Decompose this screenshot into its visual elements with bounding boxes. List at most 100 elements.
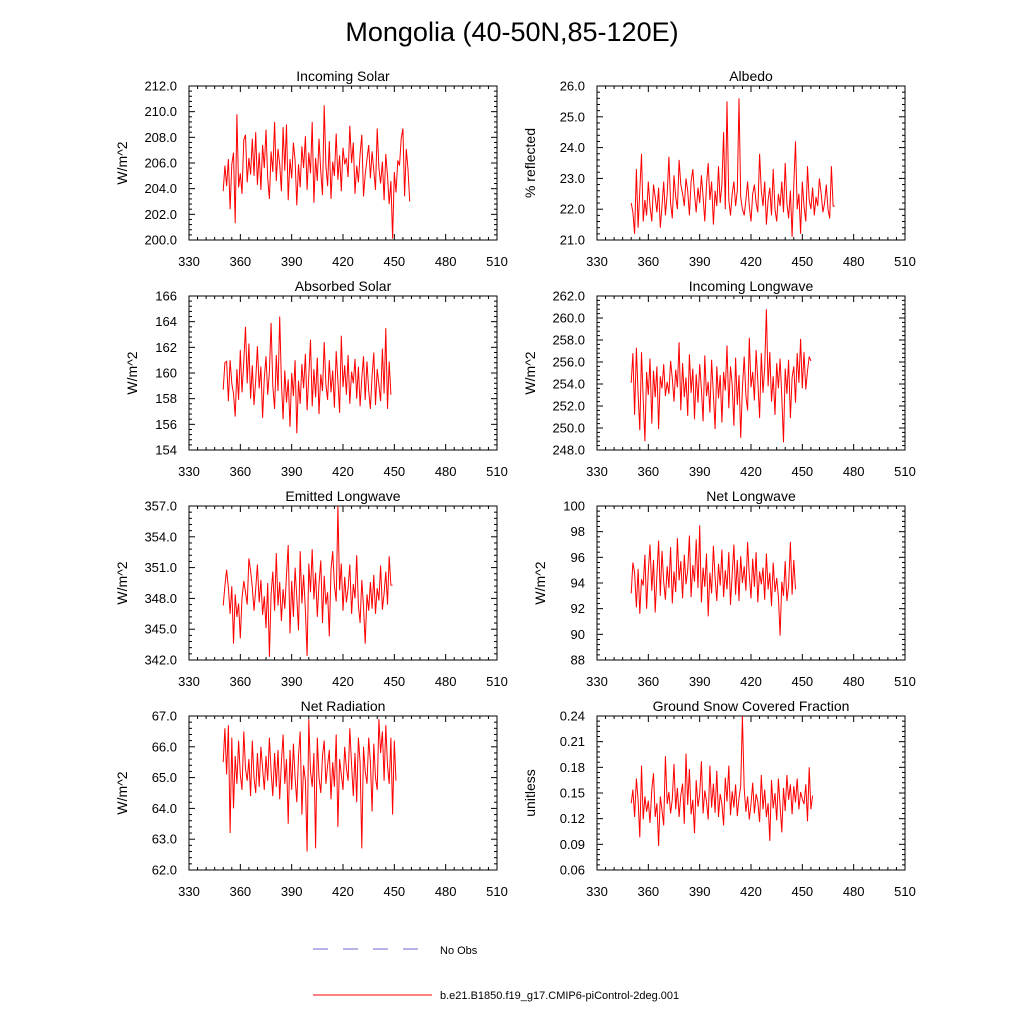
x-tick-label: 510 xyxy=(894,674,916,689)
y-tick-label: 62.0 xyxy=(152,863,177,878)
y-tick-label: 26.0 xyxy=(560,79,585,94)
x-tick-label: 480 xyxy=(843,884,865,899)
y-tick-label: 250.0 xyxy=(552,421,585,436)
x-tick-label: 390 xyxy=(281,674,303,689)
legend: No Obs b.e21.B1850.f19_g17.CMIP6-piContr… xyxy=(313,945,679,1002)
x-tick-label: 510 xyxy=(486,674,508,689)
x-tick-label: 510 xyxy=(486,464,508,479)
x-tick-label: 390 xyxy=(689,884,711,899)
panel-albedo: Albedo 330 360 390 420 450 480 510 21.0 22.0 23.0 2… xyxy=(522,68,916,269)
y-axis-label: % reflected xyxy=(522,128,538,198)
x-tick-label: 390 xyxy=(281,254,303,269)
x-tick-label: 330 xyxy=(586,884,608,899)
y-tick-label: 23.0 xyxy=(560,171,585,186)
x-tick-label: 420 xyxy=(740,674,762,689)
y-tick-label: 262.0 xyxy=(552,289,585,304)
y-tick-label: 21.0 xyxy=(560,233,585,248)
x-tick-label: 450 xyxy=(791,254,813,269)
y-tick-label: 210.0 xyxy=(144,104,177,119)
panel-absorbed-solar: Absorbed Solar 330 360 390 420 450 480 510 154 15… xyxy=(124,278,508,479)
x-tick-label: 360 xyxy=(637,464,659,479)
x-tick-label: 510 xyxy=(894,884,916,899)
x-tick-label: 330 xyxy=(178,884,200,899)
y-tick-label: 212.0 xyxy=(144,79,177,94)
y-tick-label: 156 xyxy=(155,417,177,432)
series-line-model xyxy=(630,715,814,847)
y-tick-label: 22.0 xyxy=(560,202,585,217)
panel-title: Incoming Longwave xyxy=(689,278,814,294)
y-axis-label: W/m^2 xyxy=(114,561,130,604)
y-tick-label: 166 xyxy=(155,289,177,304)
series-line-model xyxy=(630,525,796,636)
x-tick-label: 420 xyxy=(332,674,354,689)
panel-title: Ground Snow Covered Fraction xyxy=(653,698,850,714)
y-tick-label: 348.0 xyxy=(144,591,177,606)
y-tick-label: 64.0 xyxy=(152,801,177,816)
x-tick-label: 330 xyxy=(178,254,200,269)
x-tick-label: 450 xyxy=(791,884,813,899)
y-tick-label: 164 xyxy=(155,314,177,329)
x-tick-label: 450 xyxy=(383,464,405,479)
x-tick-label: 330 xyxy=(178,674,200,689)
y-tick-label: 98 xyxy=(571,524,585,539)
y-axis-label: unitless xyxy=(522,769,538,816)
y-tick-label: 258.0 xyxy=(552,333,585,348)
y-tick-label: 154 xyxy=(155,443,177,458)
panel-emitted-longwave: Emitted Longwave 330 360 390 420 450 480 510 342… xyxy=(114,488,508,689)
x-tick-label: 510 xyxy=(486,254,508,269)
x-tick-label: 480 xyxy=(435,884,457,899)
panel-title: Incoming Solar xyxy=(296,68,390,84)
y-tick-label: 92 xyxy=(571,601,585,616)
y-tick-label: 345.0 xyxy=(144,622,177,637)
x-tick-label: 450 xyxy=(791,464,813,479)
x-tick-label: 360 xyxy=(637,674,659,689)
y-tick-label: 0.09 xyxy=(560,837,585,852)
y-tick-label: 208.0 xyxy=(144,130,177,145)
x-tick-label: 450 xyxy=(383,884,405,899)
x-tick-label: 360 xyxy=(637,884,659,899)
y-tick-label: 158 xyxy=(155,391,177,406)
x-tick-label: 360 xyxy=(229,884,251,899)
y-tick-label: 65.0 xyxy=(152,770,177,785)
x-tick-label: 390 xyxy=(281,884,303,899)
y-axis-label: W/m^2 xyxy=(522,351,538,394)
x-tick-label: 450 xyxy=(791,674,813,689)
y-tick-label: 248.0 xyxy=(552,443,585,458)
y-tick-label: 0.24 xyxy=(560,709,585,724)
y-tick-label: 260.0 xyxy=(552,311,585,326)
x-tick-label: 480 xyxy=(843,254,865,269)
x-tick-label: 330 xyxy=(586,674,608,689)
x-tick-label: 420 xyxy=(332,884,354,899)
x-tick-label: 360 xyxy=(637,254,659,269)
y-tick-label: 100 xyxy=(563,499,585,514)
y-tick-label: 0.21 xyxy=(560,734,585,749)
x-tick-label: 480 xyxy=(435,464,457,479)
x-tick-label: 390 xyxy=(689,464,711,479)
legend-model-label: b.e21.B1850.f19_g17.CMIP6-piControl-2deg… xyxy=(440,990,679,1002)
y-tick-label: 204.0 xyxy=(144,181,177,196)
y-tick-label: 96 xyxy=(571,550,585,565)
panel-incoming-longwave: Incoming Longwave 330 360 390 420 450 480 510 24… xyxy=(522,278,916,479)
y-tick-label: 252.0 xyxy=(552,399,585,414)
panels: Incoming Solar 330 360 390 420 450 480 510 200.0… xyxy=(114,68,916,899)
y-axis-label: W/m^2 xyxy=(114,771,130,814)
series-line-model xyxy=(630,309,812,443)
panel-incoming-solar: Incoming Solar 330 360 390 420 450 480 510 200.0… xyxy=(114,68,508,269)
y-tick-label: 254.0 xyxy=(552,377,585,392)
y-tick-label: 25.0 xyxy=(560,109,585,124)
panel-title: Net Radiation xyxy=(301,698,386,714)
y-tick-label: 202.0 xyxy=(144,207,177,222)
series-line-model xyxy=(222,719,397,852)
y-tick-label: 256.0 xyxy=(552,355,585,370)
y-tick-label: 354.0 xyxy=(144,529,177,544)
panel-title: Absorbed Solar xyxy=(295,278,392,294)
y-tick-label: 0.18 xyxy=(560,760,585,775)
x-tick-label: 480 xyxy=(435,674,457,689)
y-tick-label: 200.0 xyxy=(144,233,177,248)
y-tick-label: 162 xyxy=(155,340,177,355)
x-tick-label: 510 xyxy=(486,884,508,899)
x-tick-label: 420 xyxy=(740,884,762,899)
series-line-model xyxy=(222,505,393,657)
plot-frame xyxy=(596,715,906,871)
